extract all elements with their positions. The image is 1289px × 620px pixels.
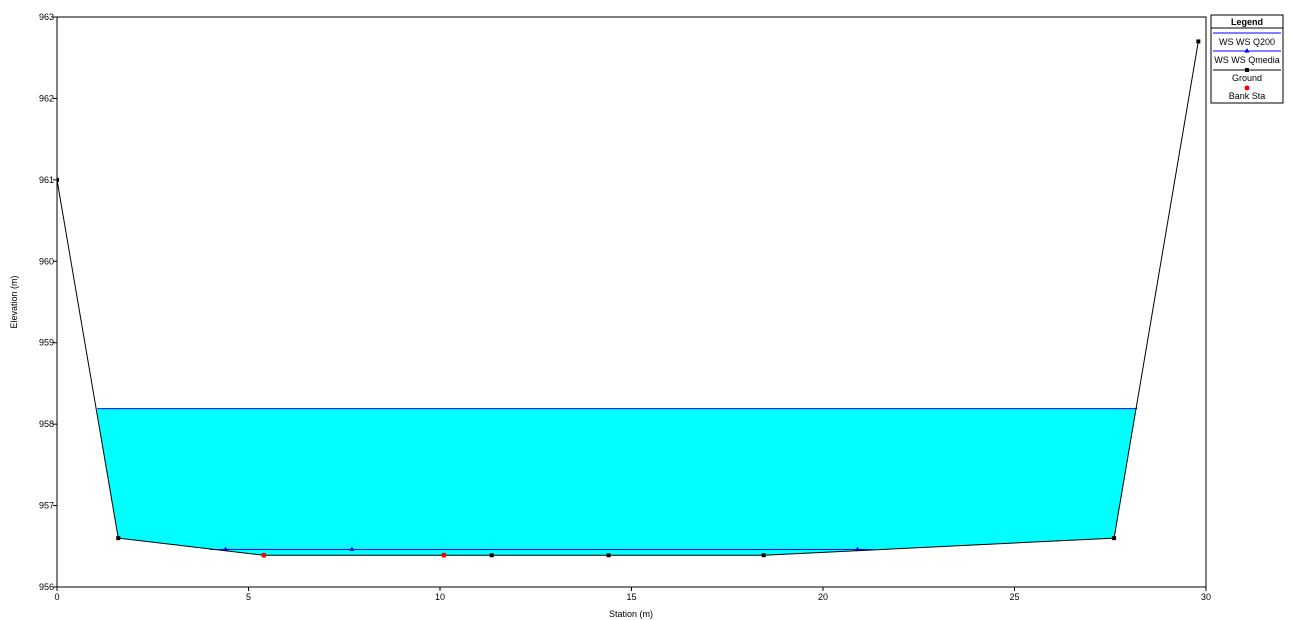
x-tick-label: 20 <box>818 592 828 602</box>
legend-label-bank-sta: Bank Sta <box>1229 91 1266 101</box>
y-axis-ticks: 956 957 958 959 960 961 962 963 <box>39 12 57 592</box>
y-tick-label: 963 <box>39 12 54 22</box>
x-tick-label: 30 <box>1201 592 1211 602</box>
qmedia-marker <box>349 546 355 552</box>
water-area-q200 <box>97 402 1138 556</box>
ground-marker <box>761 553 766 558</box>
legend-label-q200: WS WS Q200 <box>1219 37 1275 47</box>
y-tick-label: 959 <box>39 338 54 348</box>
legend: Legend WS WS Q200 WS WS Qmedia Ground Bank … <box>1210 14 1284 104</box>
y-tick-label: 956 <box>39 582 54 592</box>
x-tick-label: 5 <box>246 592 251 602</box>
bank-sta-marker <box>261 552 267 558</box>
x-axis-title: Station (m) <box>609 609 653 619</box>
legend-marker-bank-sta <box>1244 85 1250 91</box>
ground-marker <box>1112 536 1117 541</box>
y-tick-label: 960 <box>39 256 54 266</box>
x-tick-label: 15 <box>626 592 636 602</box>
qmedia-marker <box>854 546 860 552</box>
y-tick-label: 957 <box>39 501 54 511</box>
ground-marker <box>116 536 121 541</box>
series-layer <box>57 39 1201 558</box>
bank-sta-marker <box>441 552 447 558</box>
y-tick-label: 961 <box>39 175 54 185</box>
x-tick-label: 25 <box>1009 592 1019 602</box>
x-tick-label: 10 <box>435 592 445 602</box>
legend-label-qmedia: WS WS Qmedia <box>1214 55 1280 65</box>
y-tick-label: 958 <box>39 419 54 429</box>
y-axis-title: Elevation (m) <box>9 275 19 328</box>
legend-title: Legend <box>1231 17 1263 27</box>
legend-marker-qmedia <box>1244 48 1250 53</box>
ground-marker <box>57 177 59 182</box>
legend-marker-ground <box>1245 68 1249 72</box>
qmedia-marker <box>223 546 229 552</box>
legend-label-ground: Ground <box>1232 73 1262 83</box>
x-tick-label: 0 <box>54 592 59 602</box>
ground-marker <box>1196 39 1201 44</box>
water-fill-layer <box>97 402 1138 556</box>
x-axis-ticks: 0 5 10 15 20 25 30 <box>54 587 1211 602</box>
ground-marker <box>606 553 611 558</box>
y-tick-label: 962 <box>39 93 54 103</box>
ground-marker <box>489 553 494 558</box>
